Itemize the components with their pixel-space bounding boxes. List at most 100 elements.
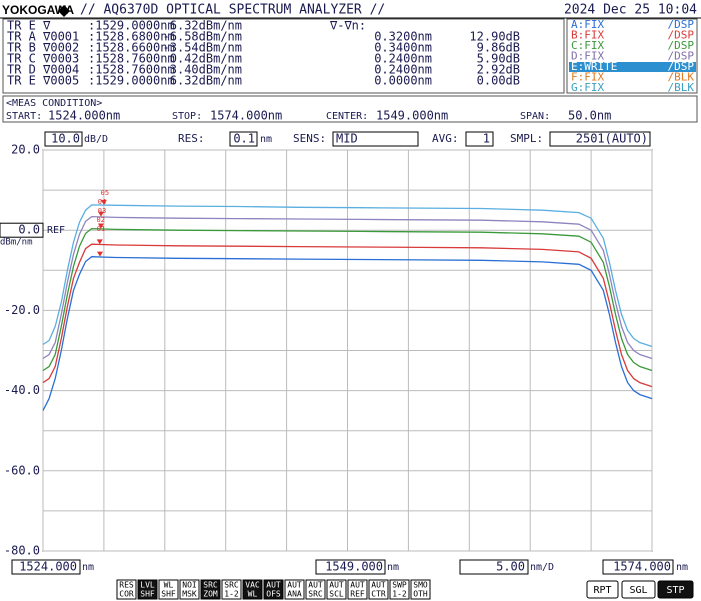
marker-cell: 0.3200nm — [374, 30, 432, 44]
marker-cell: :1528.6800nm — [88, 30, 175, 44]
trace-mode: /BLK — [668, 81, 695, 94]
ref-box — [0, 222, 44, 238]
marker-cell: TR A ∇0001 — [7, 30, 79, 44]
softkey-label: WL — [164, 581, 174, 590]
marker-cell: 0.0000nm — [374, 74, 432, 88]
marker-cell: 0.2400nm — [374, 63, 432, 77]
run-key[interactable] — [586, 580, 619, 599]
softkey-label: 1-2 — [224, 590, 239, 599]
marker-cell: TR C ∇0003 — [7, 52, 79, 66]
trace-state: B:FIX — [571, 29, 604, 42]
marker-cell: 3.40dBm/nm — [170, 63, 242, 77]
marker-cell: 12.90dB — [469, 30, 520, 44]
trace-mode: /DSP — [668, 60, 695, 73]
trace-line — [42, 215, 653, 360]
marker-panel — [2, 18, 565, 94]
softkey[interactable] — [179, 579, 200, 600]
trace-state: D:FIX — [571, 50, 604, 63]
marker-cell: 2.92dB — [477, 63, 520, 77]
softkey[interactable] — [368, 579, 389, 600]
label: 0.1 — [233, 132, 255, 146]
screen-title: // AQ6370D OPTICAL SPECTRUM ANALYZER // — [80, 3, 385, 18]
softkey-label: 1-2 — [392, 590, 407, 599]
softkey[interactable] — [137, 579, 158, 600]
marker-cell: TR E ∇ — [7, 19, 51, 33]
value-box — [315, 559, 386, 575]
softkey[interactable] — [305, 579, 326, 600]
marker — [97, 211, 104, 217]
x-division-unit: nm/D — [530, 562, 554, 573]
marker-cell: :1528.7600nm — [88, 52, 175, 66]
softkey-label: WL — [248, 590, 258, 599]
marker-cell: TR E ∇0005 — [7, 74, 79, 88]
softkey-label: AUT — [287, 581, 302, 590]
run-key-label: RPT — [593, 585, 611, 596]
x-tick-label: 1574.000 — [613, 560, 671, 574]
y-tick-label: 20.0 — [11, 143, 40, 157]
value-box — [549, 131, 651, 147]
trace-state: E:WRITE — [571, 60, 617, 73]
softkey-label: CTR — [371, 590, 386, 599]
y-tick-label: 0.0 — [18, 223, 40, 237]
softkey[interactable] — [347, 579, 368, 600]
softkey[interactable] — [410, 579, 431, 600]
value-box — [229, 131, 258, 147]
x-unit: nm — [676, 562, 688, 573]
label: 1524.000nm — [48, 109, 120, 123]
softkey-label: ZOM — [203, 590, 218, 599]
trace-panel — [566, 18, 698, 94]
active-trace-highlight — [569, 62, 696, 72]
y-unit: dBm/nm — [0, 238, 33, 248]
meas-panel — [2, 95, 698, 123]
x-tick-label: 1549.000 — [325, 560, 383, 574]
label: SENS: — [293, 132, 326, 145]
softkey-label: SMO — [413, 581, 428, 590]
label: 1549.000nm — [376, 109, 448, 123]
marker-cell: 0.00dB — [477, 74, 520, 88]
ref-label: REF — [47, 225, 65, 236]
value-box — [459, 559, 529, 575]
softkey[interactable] — [284, 579, 305, 600]
trace-line — [42, 204, 653, 348]
run-key-label: STP — [666, 585, 684, 596]
marker-cell: :1528.6600nm — [88, 41, 175, 55]
y-tick-label: -40.0 — [4, 383, 40, 397]
softkey-label: SCL — [329, 590, 344, 599]
softkey-label: LVL — [140, 581, 155, 590]
value-box — [11, 559, 81, 575]
marker-cell: TR D ∇0004 — [7, 63, 79, 77]
label: dB/D — [84, 134, 108, 145]
marker-cell: 0.42dBm/nm — [170, 52, 242, 66]
trace-mode: /DSP — [668, 18, 695, 31]
brand: YOKOGAWA — [2, 3, 74, 17]
softkey-label: OFS — [266, 590, 281, 599]
softkey[interactable] — [242, 579, 263, 600]
softkey[interactable] — [116, 579, 137, 600]
label: 1 — [483, 132, 490, 146]
softkey[interactable] — [326, 579, 347, 600]
y-tick-label: -60.0 — [4, 463, 40, 477]
marker-label: 05 — [101, 189, 109, 197]
x-unit: nm — [82, 562, 94, 573]
y-tick-label: -20.0 — [4, 303, 40, 317]
label: 50.0nm — [568, 109, 611, 123]
label: 10.0 — [51, 132, 80, 146]
softkey[interactable] — [389, 579, 410, 600]
brand-diamond — [58, 5, 70, 17]
label: <MEAS CONDITION> — [6, 98, 102, 109]
trace-mode: /BLK — [668, 71, 695, 84]
value-box — [332, 131, 419, 147]
value-box — [465, 131, 494, 147]
marker-cell: 0.2400nm — [374, 52, 432, 66]
label: MID — [336, 132, 358, 146]
softkey[interactable] — [221, 579, 242, 600]
trace-line — [42, 256, 653, 411]
softkey-label: SRC — [203, 581, 218, 590]
run-key[interactable] — [621, 580, 656, 599]
softkey[interactable] — [158, 579, 179, 600]
softkey[interactable] — [200, 579, 221, 600]
softkey-label: SWP — [392, 581, 407, 590]
softkey[interactable] — [263, 579, 284, 600]
trace-line — [42, 227, 653, 372]
run-key[interactable] — [657, 580, 694, 599]
